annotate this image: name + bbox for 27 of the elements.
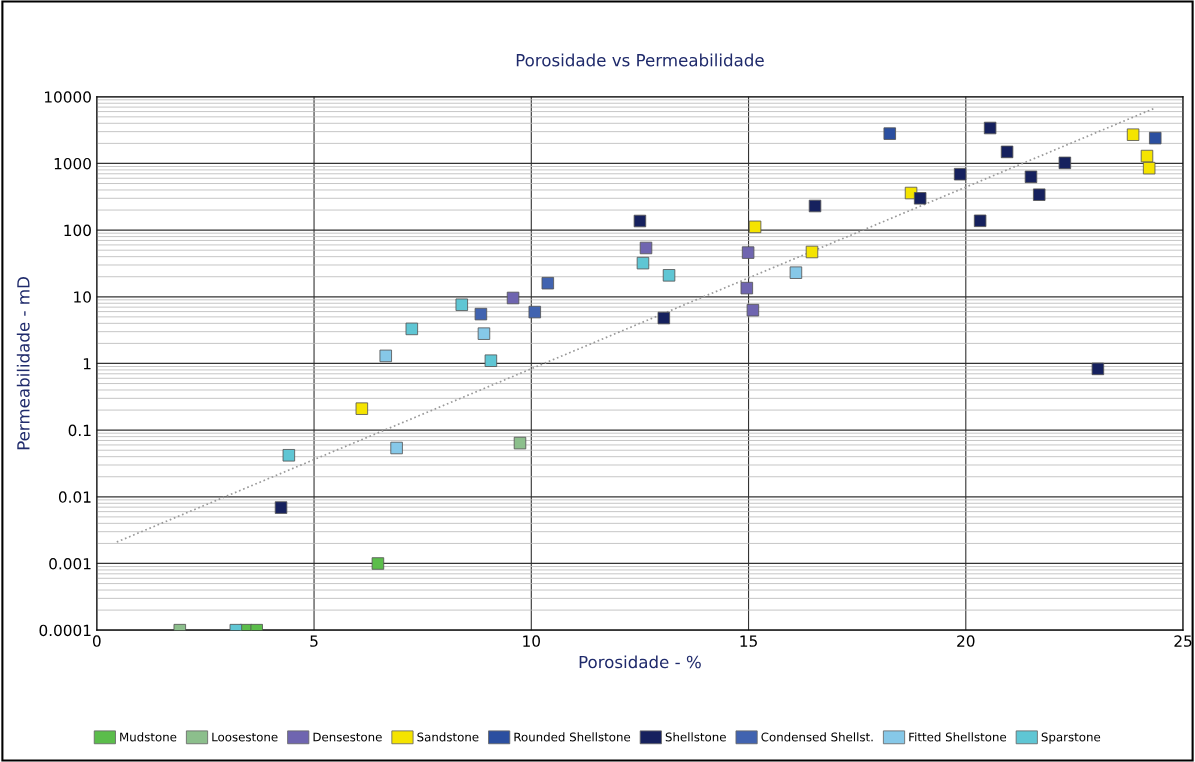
legend-label: Loosestone [212,732,278,742]
y-tick-label: 0.01 [58,491,91,503]
x-tick-label: 0 [92,635,101,647]
y-tick-label: 0.0001 [39,624,91,637]
x-tick-label: 5 [310,635,318,647]
y-axis-title: Permeabilidade - mD [16,277,30,450]
y-tick-label: 10 [74,291,91,303]
y-tick-label: 0.001 [49,557,91,570]
chart-title: Porosidade vs Permeabilidade [516,53,764,67]
y-tick-label: 0.1 [68,424,91,437]
y-tick-label: 10000 [45,91,91,103]
x-axis-title: Porosidade - % [579,655,701,669]
x-tick-label: 15 [740,635,757,647]
y-tick-label: 1 [83,358,91,370]
legend-label: Mudstone [120,732,177,742]
y-tick-label: 100 [64,224,91,237]
legend-label: Rounded Shellstone [514,732,631,742]
legend-label: Shellstone [665,732,726,742]
legend-label: Densestone [313,732,382,742]
legend-label: Condensed Shellst. [761,732,873,742]
x-tick-label: 25 [1174,635,1192,647]
legend-label: Fitted Shellstone [909,732,1007,742]
y-tick-label: 1000 [54,157,91,170]
legend-label: Sandstone [417,732,479,742]
legend-label: Sparstone [1041,732,1101,744]
x-tick-label: 20 [957,635,975,647]
x-tick-label: 10 [523,635,540,647]
